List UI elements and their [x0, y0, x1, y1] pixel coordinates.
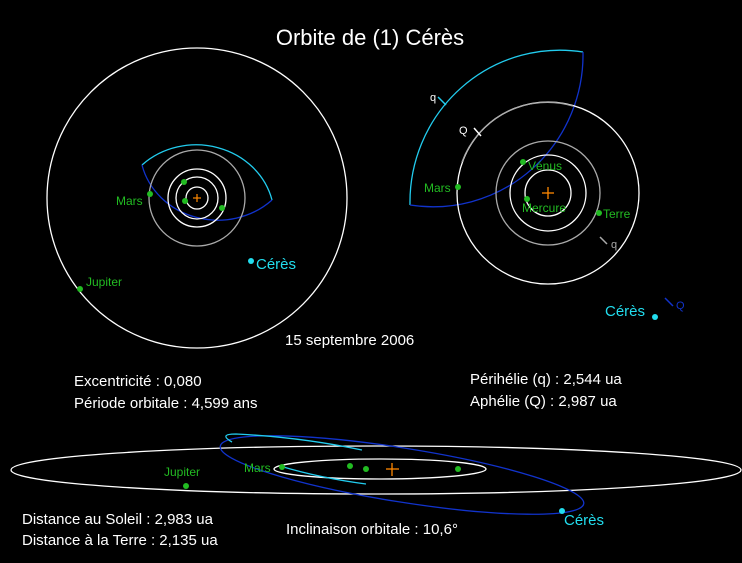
mars-perihelion-label: q — [611, 239, 617, 251]
ceres-label-closeup: Cérès — [605, 303, 645, 320]
mars-dot-side — [279, 464, 285, 470]
mercury-dot-closeup — [524, 196, 530, 202]
ceres-orbit-near-side — [225, 433, 363, 451]
ceres-orbit-far-closeup — [409, 51, 584, 208]
ceres-orbit-near-side-2 — [279, 465, 367, 485]
mars-dot — [147, 191, 153, 197]
ceres-label-side: Cérès — [564, 512, 604, 529]
mars-label: Mars — [116, 194, 143, 208]
wide-view: Mars Jupiter Cérès — [46, 47, 348, 349]
jupiter-label-side: Jupiter — [164, 465, 200, 479]
aphelion-text: Aphélie (Q) : 2,987 ua — [470, 393, 617, 410]
mars-perihelion-marker — [599, 236, 608, 245]
venus-orbit-closeup — [509, 154, 587, 232]
ceres-orbit-near — [141, 144, 273, 201]
venus-dot-side — [347, 463, 353, 469]
sun-icon — [542, 187, 554, 199]
period-text: Période orbitale : 4,599 ans — [74, 395, 257, 412]
ceres-dot — [248, 258, 254, 264]
closeup-view: Vénus Mercure Terre Mars Cérès q Q Q q — [409, 49, 685, 320]
ceres-label: Cérès — [256, 256, 296, 273]
earth-dot-closeup — [596, 210, 602, 216]
ceres-perihelion-label: q — [430, 92, 436, 104]
ceres-orbit-near-closeup — [409, 49, 584, 206]
earth-orbit — [167, 168, 227, 228]
sun-icon — [193, 194, 201, 202]
mars-orbit-side — [273, 458, 487, 480]
jupiter-dot — [77, 286, 83, 292]
venus-label: Vénus — [528, 159, 562, 173]
jupiter-label: Jupiter — [86, 275, 122, 289]
mercury-dot-side — [363, 466, 369, 472]
venus-orbit — [175, 176, 219, 220]
mars-orbit — [148, 149, 246, 247]
jupiter-orbit — [46, 47, 348, 349]
mars-dot-closeup — [455, 184, 461, 190]
mars-label-side: Mars — [244, 461, 271, 475]
venus-dot-closeup — [520, 159, 526, 165]
mercury-label: Mercure — [522, 201, 566, 215]
earth-dot-side — [455, 466, 461, 472]
ceres-aphelion-marker — [664, 297, 674, 307]
sun-icon — [386, 463, 399, 476]
venus-dot — [181, 179, 187, 185]
inclination-text: Inclinaison orbitale : 10,6° — [286, 521, 458, 538]
ceres-orbit-side — [219, 435, 585, 515]
ceres-perihelion-marker — [437, 96, 447, 106]
jupiter-dot-side — [183, 483, 189, 489]
mars-aphelion-marker — [473, 127, 482, 137]
ceres-aphelion-label: Q — [676, 300, 685, 312]
eccentricity-text: Excentricité : 0,080 — [74, 373, 202, 390]
mercury-orbit — [185, 186, 209, 210]
mercury-dot — [182, 198, 188, 204]
mars-orbit-grey-segment — [461, 101, 574, 163]
ceres-dot-closeup — [652, 314, 658, 320]
earth-distance-text: Distance à la Terre : 2,135 ua — [22, 532, 218, 549]
mars-label-closeup: Mars — [424, 181, 451, 195]
earth-orbit-closeup — [495, 140, 601, 246]
page-title: Orbite de (1) Cérès — [276, 25, 464, 50]
mars-aphelion-label: Q — [459, 125, 468, 137]
earth-dot — [219, 205, 225, 211]
sun-distance-text: Distance au Soleil : 2,983 ua — [22, 511, 214, 528]
jupiter-orbit-side — [10, 445, 742, 495]
date-label: 15 septembre 2006 — [285, 332, 414, 349]
perihelion-text: Périhélie (q) : 2,544 ua — [470, 371, 622, 388]
earth-label: Terre — [603, 207, 631, 221]
side-view: Mars Jupiter Cérès — [10, 433, 742, 529]
mercury-orbit-closeup — [524, 169, 572, 217]
ceres-dot-side — [559, 508, 565, 514]
